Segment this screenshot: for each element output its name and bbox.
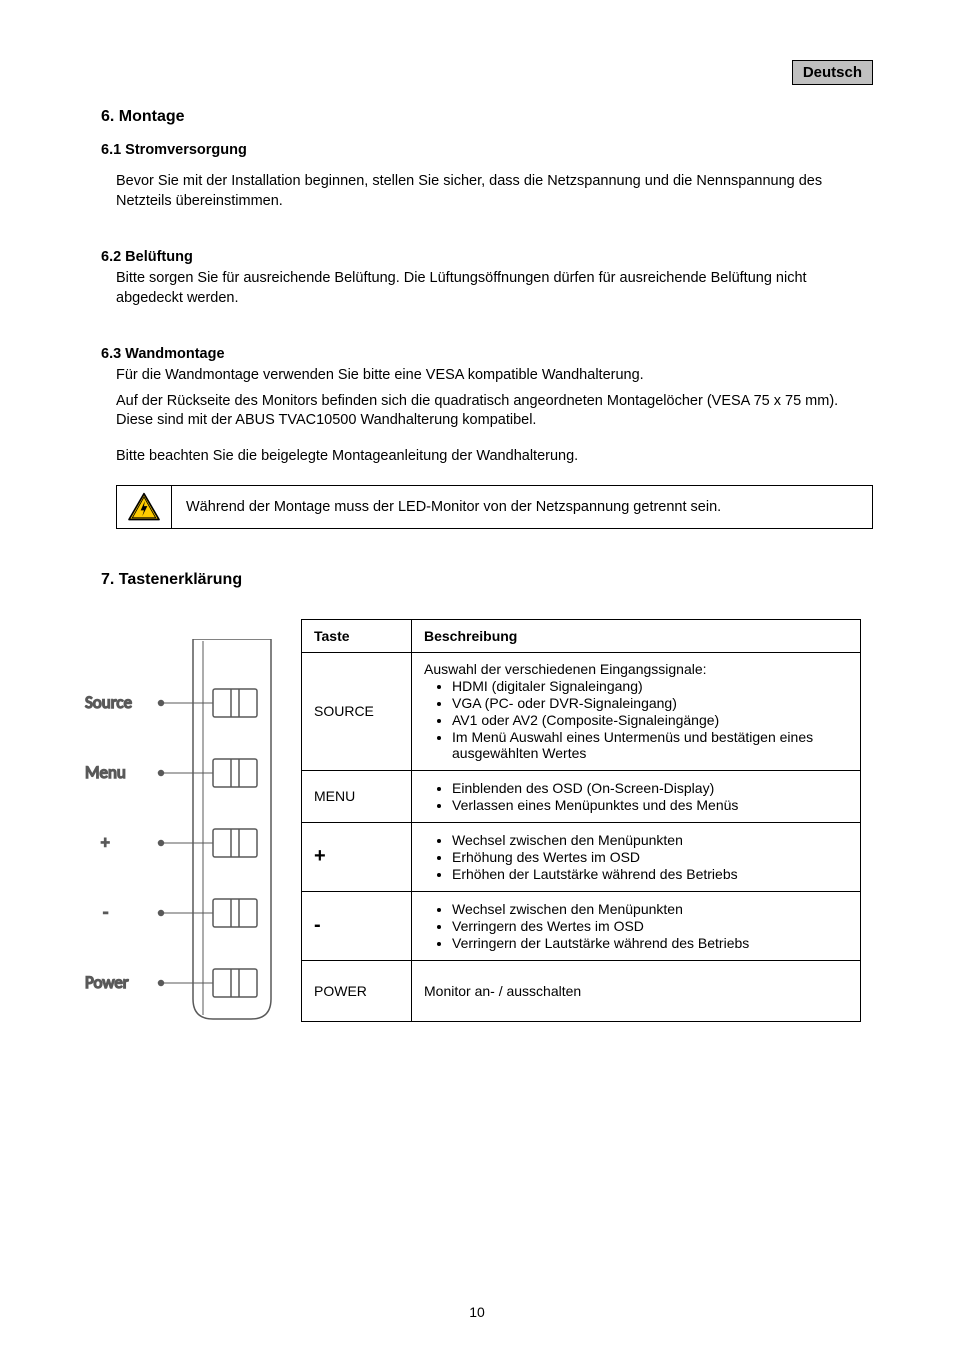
heading-6-1: 6.1 Stromversorgung: [81, 142, 873, 158]
para-6-3-2: Auf der Rückseite des Monitors befinden …: [81, 392, 873, 431]
heading-6-2: 6.2 Belüftung: [81, 249, 873, 265]
button-panel-diagram: Source Menu +: [81, 639, 281, 1029]
table-row: MENU Einblenden des OSD (On-Screen-Displ…: [302, 770, 861, 822]
warning-text: Während der Montage muss der LED-Monitor…: [186, 499, 721, 515]
svg-text:Source: Source: [85, 692, 132, 713]
para-6-1-1: Bevor Sie mit der Installation beginnen,…: [81, 172, 873, 211]
cell-desc: Monitor an- / ausschalten: [412, 960, 861, 1021]
cell-taste: SOURCE: [302, 652, 412, 770]
cell-taste: POWER: [302, 960, 412, 1021]
para-6-3-1: Für die Wandmontage verwenden Sie bitte …: [81, 366, 873, 386]
th-taste: Taste: [302, 619, 412, 652]
table-row: - Wechsel zwischen den Menüpunkten Verri…: [302, 891, 861, 960]
cell-taste: +: [302, 822, 412, 891]
cell-desc: Wechsel zwischen den Menüpunkten Verring…: [412, 891, 861, 960]
language-badge: Deutsch: [792, 60, 873, 85]
cell-taste: MENU: [302, 770, 412, 822]
para-6-3-3: Bitte beachten Sie die beigelegte Montag…: [81, 447, 873, 467]
th-beschreibung: Beschreibung: [412, 619, 861, 652]
svg-text:Power: Power: [85, 972, 129, 993]
section-6-title: 6. Montage: [81, 108, 873, 126]
table-row: POWER Monitor an- / ausschalten: [302, 960, 861, 1021]
cell-taste: -: [302, 891, 412, 960]
cell-desc: Einblenden des OSD (On-Screen-Display) V…: [412, 770, 861, 822]
warning-box: Während der Montage muss der LED-Monitor…: [81, 485, 873, 529]
page-number: 10: [0, 1304, 954, 1320]
svg-text:Menu: Menu: [85, 762, 126, 783]
cell-desc: Auswahl der verschiedenen Eingangssignal…: [412, 652, 861, 770]
warning-icon: [116, 485, 172, 529]
key-table: Taste Beschreibung SOURCE Auswahl der ve…: [301, 619, 861, 1022]
para-6-2-1: Bitte sorgen Sie für ausreichende Belüft…: [81, 269, 873, 308]
table-row: SOURCE Auswahl der verschiedenen Eingang…: [302, 652, 861, 770]
svg-text:-: -: [103, 902, 108, 923]
cell-desc: Wechsel zwischen den Menüpunkten Erhöhun…: [412, 822, 861, 891]
heading-6-3: 6.3 Wandmontage: [81, 346, 873, 362]
table-row: + Wechsel zwischen den Menüpunkten Erhöh…: [302, 822, 861, 891]
svg-text:+: +: [101, 832, 110, 853]
section-7-title: 7. Tastenerklärung: [81, 571, 873, 589]
